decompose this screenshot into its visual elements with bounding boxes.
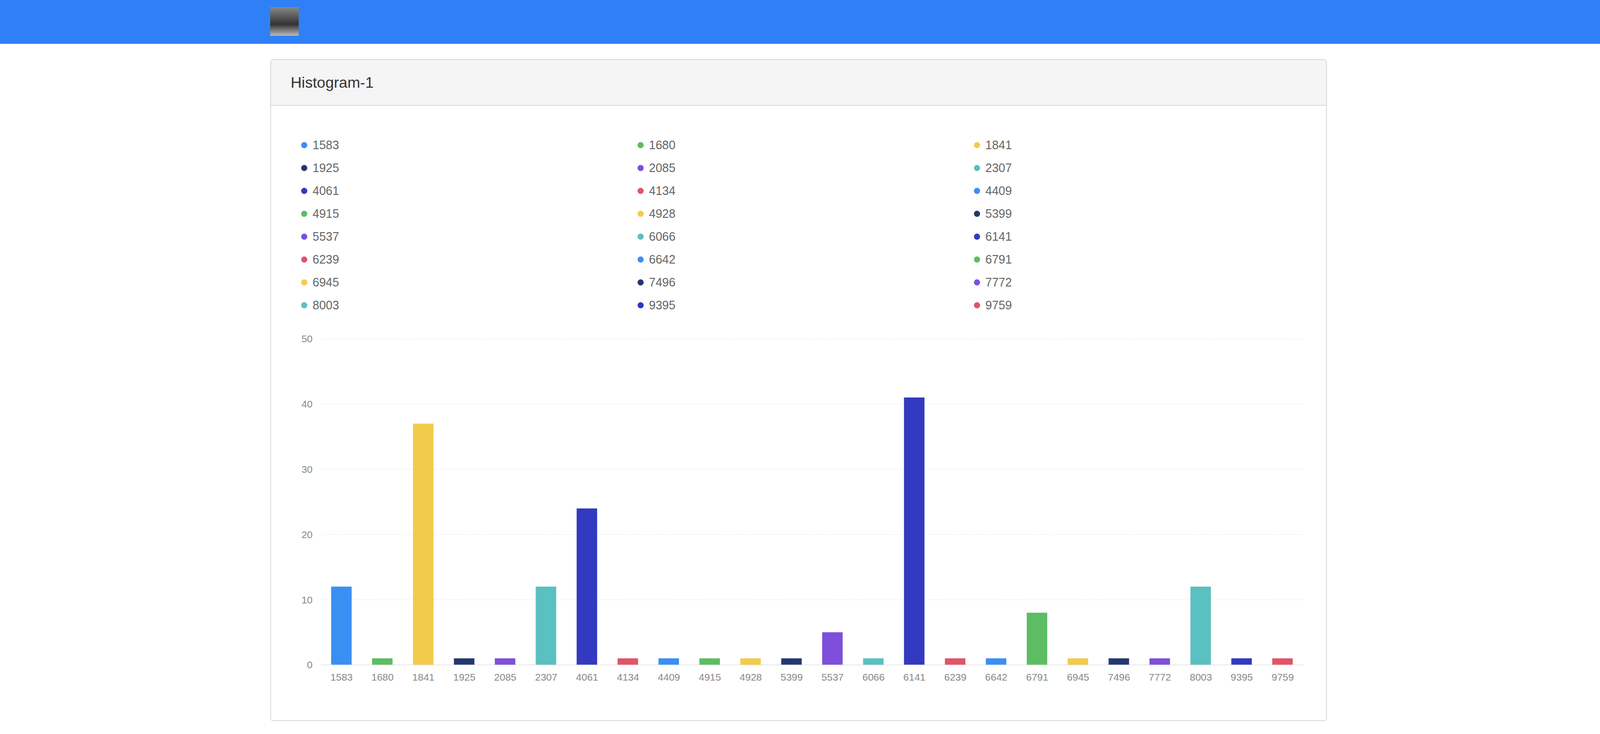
html-text:4928: 4928	[648, 206, 676, 220]
html-text:1680: 1680	[648, 137, 676, 152]
html-text:Histogram-1: Histogram-1	[290, 73, 374, 91]
svg-text:4928: 4928	[739, 671, 762, 683]
svg-text:7772: 7772	[1148, 671, 1172, 683]
svg-text:7496: 7496	[1107, 671, 1131, 683]
svg-text:8003: 8003	[1189, 671, 1213, 683]
svg-text:30: 30	[301, 463, 313, 475]
svg-text:4061: 4061	[576, 671, 599, 683]
svg-text:2085: 2085	[494, 671, 517, 683]
svg-text:6791: 6791	[1025, 671, 1049, 683]
svg-text:6066: 6066	[862, 671, 885, 683]
html-text:4409: 4409	[985, 183, 1012, 198]
html-text:1841: 1841	[985, 137, 1012, 152]
svg-text:50: 50	[301, 333, 313, 345]
svg-text:4409: 4409	[658, 671, 681, 683]
html-text:6239: 6239	[312, 252, 340, 266]
svg-text:0: 0	[306, 658, 313, 670]
svg-text:6239: 6239	[944, 671, 967, 683]
svg-text:9395: 9395	[1230, 671, 1254, 683]
html-text:1583: 1583	[312, 137, 340, 152]
html-text:2085: 2085	[648, 160, 676, 175]
svg-text:2307: 2307	[535, 671, 558, 683]
html-text:6791: 6791	[985, 252, 1012, 266]
html-text:4915: 4915	[312, 206, 340, 220]
html-text:9395: 9395	[648, 298, 676, 312]
svg-text:9759: 9759	[1271, 671, 1295, 683]
html-text:7496: 7496	[648, 275, 676, 289]
svg-text:6642: 6642	[985, 671, 1008, 683]
svg-text:6945: 6945	[1066, 671, 1090, 683]
svg-text:5399: 5399	[780, 671, 803, 683]
html-text:9759: 9759	[985, 298, 1012, 312]
html-text:6642: 6642	[648, 252, 676, 266]
svg-text:1583: 1583	[330, 671, 354, 683]
html-text:4061: 4061	[312, 183, 340, 198]
html-text:4134: 4134	[648, 183, 676, 198]
html-text:5537: 5537	[312, 229, 340, 243]
svg-text:10: 10	[301, 594, 313, 606]
svg-text:1841: 1841	[412, 671, 435, 683]
html-text:8003: 8003	[312, 298, 340, 312]
html-text:1925: 1925	[312, 160, 340, 175]
svg-text:40: 40	[301, 398, 313, 410]
svg-text:6141: 6141	[903, 671, 926, 683]
html-text:5399: 5399	[985, 206, 1012, 220]
html-text:6945: 6945	[312, 275, 340, 289]
html-text:6066: 6066	[648, 229, 676, 243]
svg-text:1925: 1925	[453, 671, 476, 683]
html-text:7772: 7772	[985, 275, 1012, 289]
svg-text:4134: 4134	[617, 671, 640, 683]
svg-text:20: 20	[301, 528, 313, 540]
html-text:6141: 6141	[985, 229, 1012, 243]
svg-text:5537: 5537	[821, 671, 844, 683]
svg-text:4915: 4915	[698, 671, 721, 683]
html-text:2307: 2307	[985, 160, 1012, 175]
svg-text:1680: 1680	[371, 671, 394, 683]
